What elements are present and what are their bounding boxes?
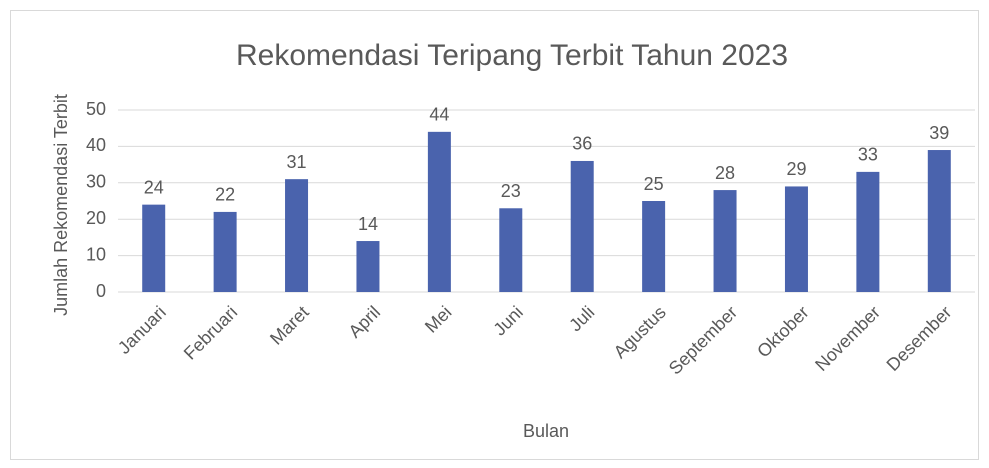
data-label: 22 — [215, 185, 235, 205]
y-tick-label: 40 — [86, 135, 106, 155]
data-label: 23 — [501, 181, 521, 201]
y-axis-label: Jumlah Rekomendasi Terbit — [51, 94, 71, 316]
y-tick-label: 50 — [86, 99, 106, 119]
bar — [499, 208, 523, 292]
data-label: 31 — [287, 152, 307, 172]
chart-title: Rekomendasi Teripang Terbit Tahun 2023 — [236, 39, 788, 72]
bar — [570, 160, 594, 292]
data-label: 25 — [644, 174, 664, 194]
y-tick-label: 20 — [86, 208, 106, 228]
bar — [356, 241, 380, 292]
bar — [213, 211, 237, 292]
bar — [713, 190, 737, 292]
data-label: 39 — [929, 123, 949, 143]
data-label: 33 — [858, 145, 878, 165]
data-label: 14 — [358, 214, 378, 234]
y-tick-label: 10 — [86, 244, 106, 264]
data-label: 29 — [786, 159, 806, 179]
data-label: 44 — [429, 105, 449, 125]
y-tick-label: 0 — [96, 281, 106, 301]
chart-border — [10, 10, 979, 460]
bar — [856, 171, 880, 292]
y-tick-label: 30 — [86, 172, 106, 192]
bar — [927, 150, 951, 292]
data-label: 36 — [572, 134, 592, 154]
bar — [285, 179, 309, 292]
bar — [784, 186, 808, 292]
data-label: 24 — [144, 177, 164, 197]
data-label: 28 — [715, 163, 735, 183]
bar — [142, 204, 166, 292]
bar — [427, 131, 451, 292]
bar — [642, 201, 666, 292]
x-axis-label: Bulan — [523, 421, 569, 441]
